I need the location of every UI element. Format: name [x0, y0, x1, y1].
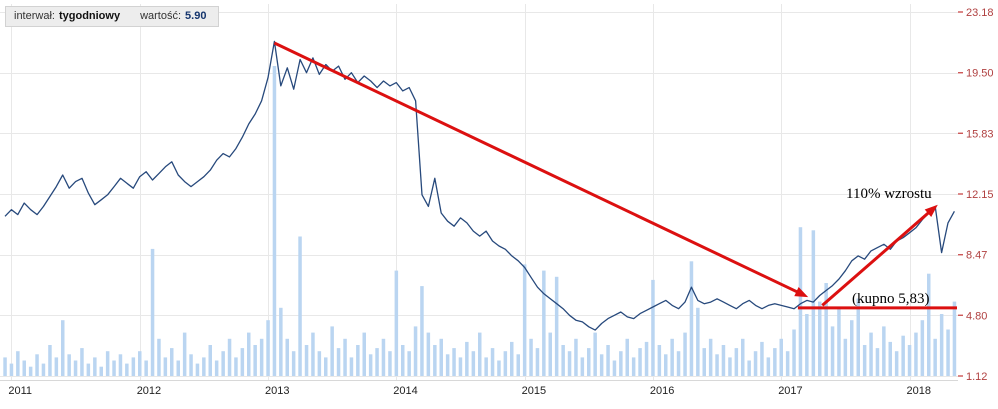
svg-text:2016: 2016: [650, 385, 674, 397]
svg-text:15.83: 15.83: [966, 128, 994, 140]
price-line: [4, 40, 955, 331]
svg-text:12.15: 12.15: [966, 189, 994, 201]
interval-value: tygodniowy: [58, 10, 121, 22]
value-number: 5.90: [185, 10, 207, 22]
svg-text:2018: 2018: [907, 385, 931, 397]
svg-text:2011: 2011: [8, 385, 32, 397]
value-label: wartość:: [140, 10, 182, 22]
svg-text:19.50: 19.50: [966, 68, 994, 80]
svg-text:2014: 2014: [393, 385, 417, 397]
svg-text:2012: 2012: [137, 385, 161, 397]
svg-text:8.47: 8.47: [966, 250, 987, 262]
annotation-buy-label: (kupno 5,83): [852, 291, 930, 307]
annotation-arrows: [273, 41, 957, 310]
svg-text:2015: 2015: [522, 385, 546, 397]
gridlines: [0, 4, 958, 381]
y-axis-labels: 23.18 19.50 15.83 12.15 8.47 4.80 1.12: [958, 7, 994, 383]
svg-text:4.80: 4.80: [966, 310, 987, 322]
svg-text:1.12: 1.12: [966, 371, 987, 383]
chart-legend: interwał: tygodniowy wartość: 5.90: [5, 6, 220, 27]
annotation-growth-label: 110% wzrostu: [846, 186, 932, 202]
x-axis-labels: 2011 2012 2013 2014 2015 2016 2017 2018: [8, 385, 931, 397]
volume-bars: [3, 66, 957, 376]
interval-label: interwał:: [14, 10, 55, 22]
svg-text:23.18: 23.18: [966, 7, 994, 19]
svg-text:2017: 2017: [778, 385, 802, 397]
svg-text:2013: 2013: [265, 385, 289, 397]
